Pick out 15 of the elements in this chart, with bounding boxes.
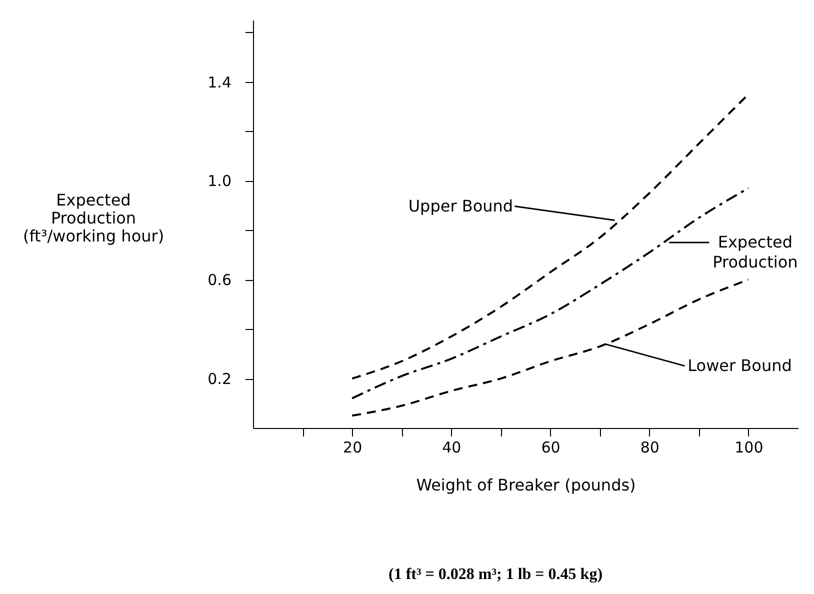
y-tick-label: 0.2 bbox=[208, 370, 232, 388]
y-tick-label: 0.6 bbox=[208, 271, 232, 290]
y-tick-label: 1.0 bbox=[208, 172, 232, 190]
annotation: Expected Production bbox=[712, 232, 798, 272]
x-tick-label: 40 bbox=[442, 438, 462, 456]
x-tick-label: 80 bbox=[640, 438, 660, 456]
y-tick-label: 1.4 bbox=[208, 73, 232, 92]
x-axis-title: Weight of Breaker (pounds) bbox=[416, 476, 636, 494]
x-tick-label: 20 bbox=[343, 438, 362, 456]
text: (1 ft³ = 0.028 m³; 1 lb = 0.45 kg) bbox=[388, 566, 603, 583]
y-axis-title: Expected Production (ft³/working hour) bbox=[22, 190, 164, 246]
annotation: Upper Bound bbox=[408, 196, 514, 216]
x-tick-label: 100 bbox=[734, 438, 764, 456]
annotation: Lower Bound bbox=[688, 356, 792, 375]
x-tick-label: 60 bbox=[541, 438, 560, 456]
